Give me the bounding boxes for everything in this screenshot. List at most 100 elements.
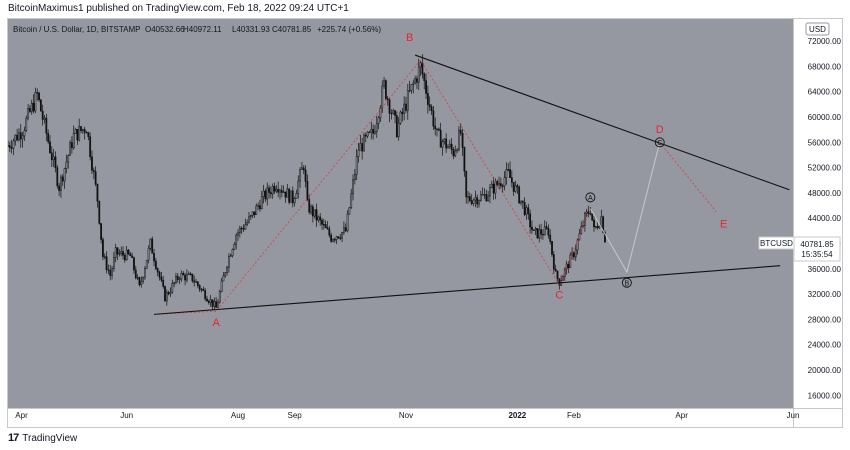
candle-body (437, 128, 440, 131)
candle-body (18, 132, 20, 141)
candle (140, 276, 143, 288)
candle (251, 211, 254, 219)
candle (111, 265, 113, 280)
candle (324, 220, 327, 228)
candle (355, 148, 358, 181)
candle-body (417, 66, 420, 83)
time-tick-label: Nov (399, 411, 413, 420)
candle-body (385, 80, 387, 99)
candle (207, 299, 210, 305)
time-tick-label: 2022 (508, 411, 526, 420)
candle (341, 231, 343, 242)
time-tick-label: Jun (787, 411, 800, 420)
candle (178, 276, 181, 285)
candle-body (468, 196, 471, 201)
time-axis[interactable]: Apr Jun Aug Sep Nov 2022 Feb Apr Jun (15, 411, 799, 420)
candle (458, 126, 460, 152)
candle (18, 128, 20, 142)
candle-body (552, 254, 555, 270)
plot-background (8, 19, 793, 408)
candle (233, 242, 236, 251)
candle (523, 197, 526, 217)
candle (330, 232, 333, 243)
candle (301, 162, 303, 170)
svg-text:C40781.85: C40781.85 (272, 25, 312, 34)
wave-subwave-label: B (621, 277, 632, 288)
candle (167, 290, 170, 296)
candle (277, 181, 280, 197)
candle (447, 144, 449, 149)
ohlc-open: 40532.66 (151, 25, 185, 34)
candle (103, 253, 106, 260)
candle-body (355, 156, 358, 175)
candle-body (81, 129, 84, 131)
tradingview-brand[interactable]: TradingView (22, 432, 78, 444)
candle (549, 229, 552, 245)
candle-body (238, 227, 241, 233)
candle-body (14, 134, 17, 142)
candle (23, 126, 26, 141)
candle (120, 246, 123, 257)
candle-body (78, 126, 81, 141)
candle-body (562, 276, 564, 281)
candle (587, 205, 590, 218)
candle-body (89, 136, 92, 158)
candle-body (381, 85, 384, 109)
candle-body (74, 129, 77, 134)
currency-badge[interactable]: USD (805, 22, 830, 36)
time-tick-label: Feb (567, 411, 581, 420)
price-tick-label: 60000.00 (808, 113, 842, 122)
candle-body (434, 125, 437, 130)
price-tick-label: 24000.00 (808, 341, 842, 350)
price-axis[interactable]: 72000.00 68000.00 64000.00 60000.00 56000.00… (808, 37, 842, 400)
candle-body (116, 247, 119, 255)
candle (133, 256, 135, 274)
candle-body (195, 281, 197, 283)
candle-body (187, 273, 190, 275)
candle-body (549, 234, 552, 242)
time-tick-label: Aug (231, 411, 245, 420)
candle-body (406, 90, 409, 111)
candle-body (587, 211, 590, 214)
candle (573, 251, 575, 261)
candle (96, 183, 99, 208)
candle-body (16, 134, 19, 141)
candle (441, 139, 444, 156)
candle (326, 221, 329, 230)
candle-body (350, 193, 353, 208)
candle-body (293, 198, 296, 204)
candle (507, 163, 510, 172)
candle-body (357, 150, 360, 157)
candle (58, 182, 61, 196)
candle (594, 225, 597, 229)
candle-body (447, 146, 449, 149)
candle (328, 225, 331, 238)
candle (591, 213, 594, 222)
candle (465, 170, 468, 204)
candle-body (182, 272, 185, 276)
candle (403, 96, 406, 121)
candle (196, 280, 199, 289)
candle (589, 207, 592, 216)
candle (485, 189, 488, 202)
candle-body (335, 236, 338, 240)
candle (366, 131, 369, 139)
candle-body (10, 147, 13, 149)
candle (14, 134, 17, 146)
candle-body (390, 112, 393, 115)
candle-body (596, 226, 599, 229)
candle-body (224, 272, 227, 277)
candle-body (554, 268, 557, 272)
candle (339, 234, 342, 241)
tradingview-logo-icon[interactable]: 17 (8, 432, 19, 444)
candle (489, 183, 491, 204)
candle (200, 288, 203, 293)
candle-body (377, 117, 380, 124)
candle-body (359, 143, 362, 151)
candle (319, 213, 322, 226)
candle (237, 229, 239, 241)
candle-body (246, 221, 249, 225)
candle-body (299, 169, 301, 182)
candle-body (204, 290, 207, 300)
